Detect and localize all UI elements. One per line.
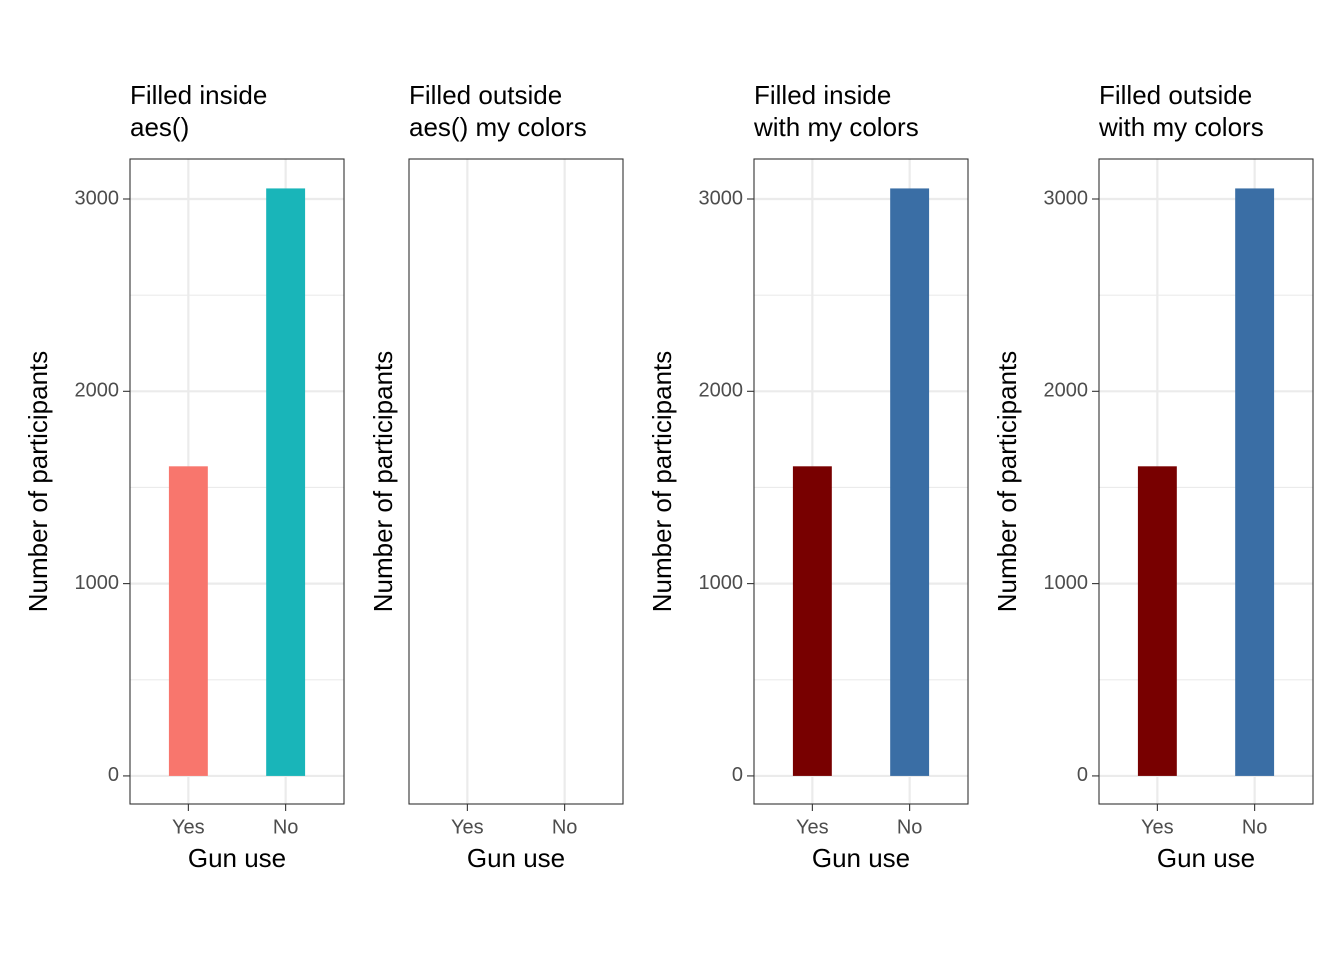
x-tick-label: No: [273, 816, 299, 838]
x-tick-label: Yes: [796, 816, 829, 838]
chart-title: aes(): [130, 112, 189, 142]
chart-title: Filled inside: [130, 80, 267, 110]
bar: [1137, 466, 1177, 776]
chart-title: Filled outside: [1099, 80, 1252, 110]
x-tick-label: Yes: [451, 816, 484, 838]
x-tick-label: No: [1242, 816, 1268, 838]
bar: [1235, 188, 1275, 776]
panel-border: [129, 158, 345, 805]
y-tick-label: 2000: [75, 380, 120, 402]
panel-border: [753, 158, 969, 805]
x-tick-label: Yes: [172, 816, 205, 838]
bar: [792, 466, 832, 776]
x-axis-title: Gun use: [812, 843, 910, 873]
chart-title: Filled inside: [754, 80, 891, 110]
x-axis-title: Gun use: [1157, 843, 1255, 873]
bar: [266, 188, 306, 776]
y-tick-label: 2000: [1044, 380, 1089, 402]
y-tick-label: 1000: [75, 572, 120, 594]
y-tick-label: 0: [732, 764, 743, 786]
panel-border: [408, 158, 624, 805]
y-tick-label: 1000: [699, 572, 744, 594]
x-tick-label: No: [552, 816, 578, 838]
y-tick-label: 3000: [699, 187, 744, 209]
x-axis-title: Gun use: [467, 843, 565, 873]
y-tick-label: 2000: [699, 380, 744, 402]
panel-background: [1099, 159, 1313, 804]
y-axis-title: Number of participants: [647, 351, 677, 613]
chart-title: Filled outside: [409, 80, 562, 110]
panel-background: [754, 159, 968, 804]
y-axis-title: Number of participants: [368, 351, 398, 613]
panel-background: [409, 159, 623, 804]
bar: [168, 466, 208, 776]
x-tick-label: No: [897, 816, 923, 838]
bar: [890, 188, 930, 776]
y-axis-title: Number of participants: [23, 351, 53, 613]
x-tick-label: Yes: [1141, 816, 1174, 838]
y-tick-label: 3000: [1044, 187, 1089, 209]
y-tick-label: 3000: [75, 187, 120, 209]
chart-title: with my colors: [753, 112, 919, 142]
chart-title: with my colors: [1098, 112, 1264, 142]
panel-background: [130, 159, 344, 804]
y-tick-label: 0: [108, 764, 119, 786]
y-tick-label: 1000: [1044, 572, 1089, 594]
y-tick-label: 0: [1077, 764, 1088, 786]
panel-border: [1098, 158, 1314, 805]
y-axis-title: Number of participants: [992, 351, 1022, 613]
x-axis-title: Gun use: [188, 843, 286, 873]
chart-title: aes() my colors: [409, 112, 587, 142]
